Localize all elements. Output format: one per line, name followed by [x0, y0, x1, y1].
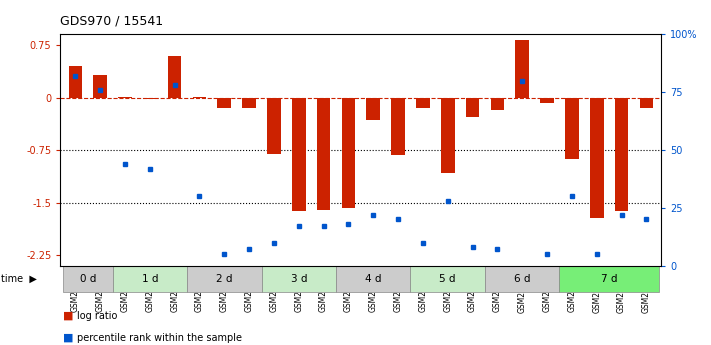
Bar — [262, 266, 336, 292]
Bar — [267, 98, 281, 154]
Text: ■: ■ — [63, 311, 73, 321]
Bar — [242, 98, 256, 108]
Bar — [491, 98, 504, 110]
Bar — [515, 40, 529, 98]
Bar — [639, 98, 653, 108]
Text: 0 d: 0 d — [80, 274, 96, 284]
Text: 1 d: 1 d — [141, 274, 158, 284]
Bar — [560, 266, 659, 292]
Bar — [187, 266, 262, 292]
Text: percentile rank within the sample: percentile rank within the sample — [77, 333, 242, 343]
Bar — [366, 98, 380, 120]
Bar — [168, 56, 181, 98]
Bar — [317, 98, 331, 210]
Text: log ratio: log ratio — [77, 311, 117, 321]
Text: ■: ■ — [63, 333, 73, 343]
Bar — [218, 98, 231, 108]
Text: time  ▶: time ▶ — [1, 274, 37, 284]
Bar — [540, 98, 554, 103]
Bar — [466, 98, 479, 117]
Bar — [292, 98, 306, 211]
Bar — [441, 98, 454, 173]
Bar — [565, 98, 579, 159]
Text: 2 d: 2 d — [216, 274, 232, 284]
Bar — [68, 66, 82, 98]
Text: 7 d: 7 d — [601, 274, 617, 284]
Text: GDS970 / 15541: GDS970 / 15541 — [60, 14, 164, 28]
Bar — [341, 98, 356, 208]
Text: 3 d: 3 d — [291, 274, 307, 284]
Text: 5 d: 5 d — [439, 274, 456, 284]
Bar — [193, 97, 206, 98]
Bar — [336, 266, 410, 292]
Bar — [590, 98, 604, 218]
Bar — [93, 75, 107, 98]
Bar — [143, 98, 156, 99]
Bar — [416, 98, 429, 108]
Text: 6 d: 6 d — [514, 274, 530, 284]
Text: 4 d: 4 d — [365, 274, 382, 284]
Bar — [112, 266, 187, 292]
Bar — [118, 97, 132, 98]
Bar — [485, 266, 560, 292]
Bar — [615, 98, 629, 211]
Bar — [410, 266, 485, 292]
Bar — [391, 98, 405, 155]
Bar — [63, 266, 112, 292]
